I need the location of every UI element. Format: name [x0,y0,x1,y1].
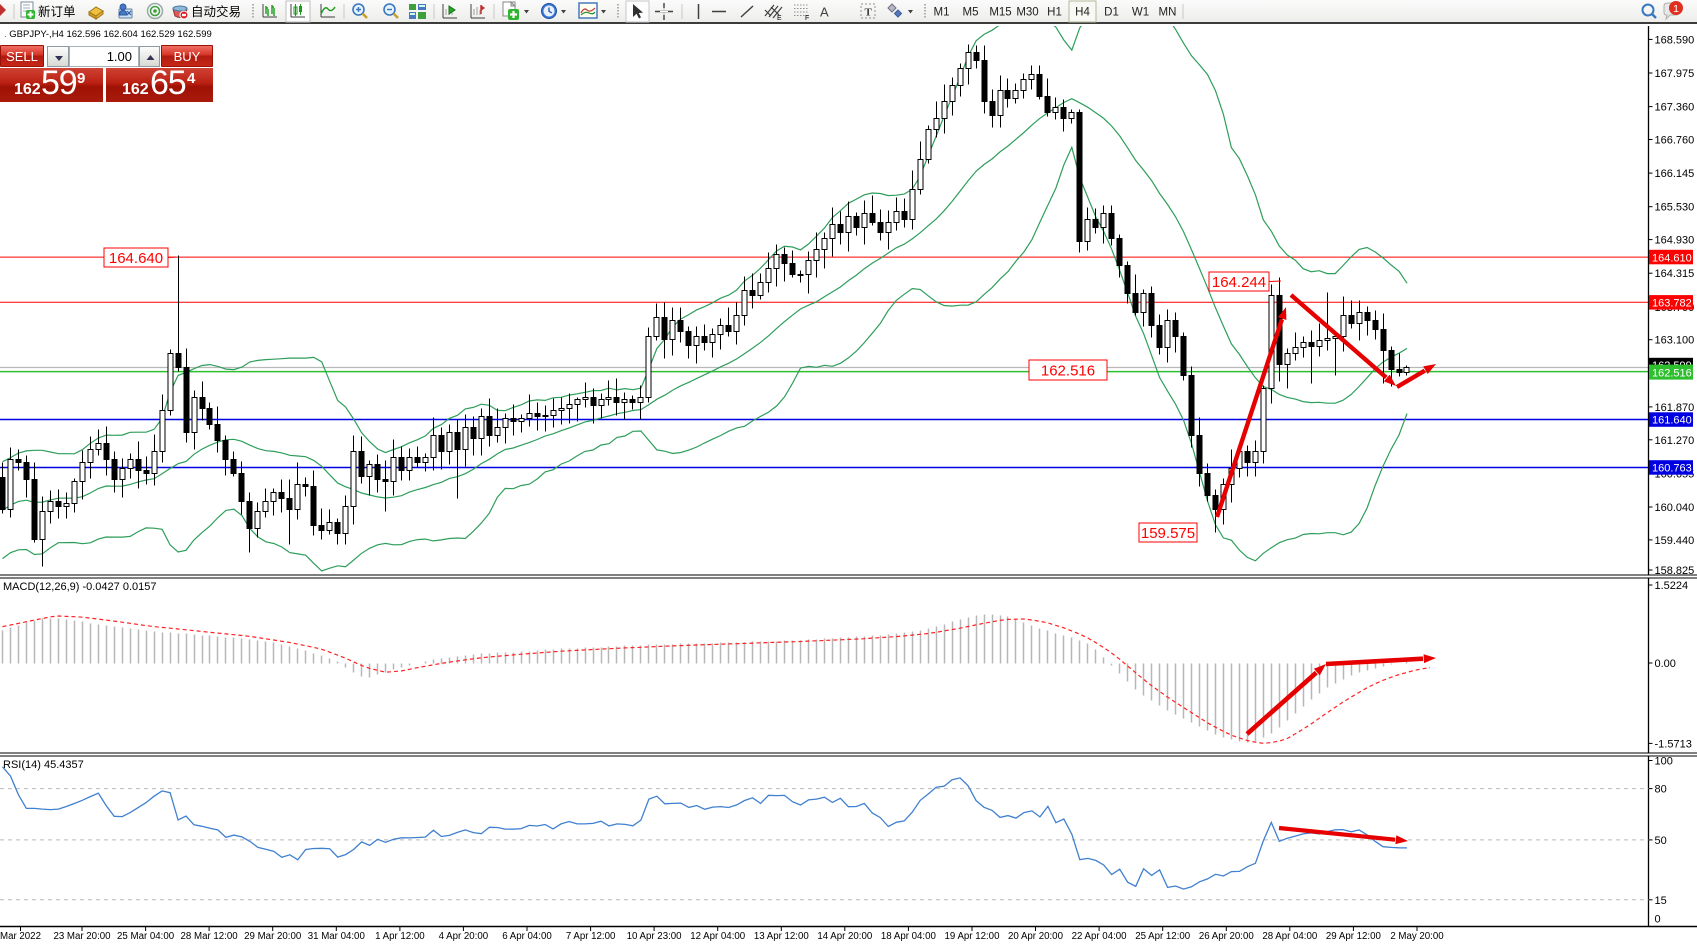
svg-text:159.440: 159.440 [1655,535,1695,547]
svg-text:100: 100 [1655,756,1673,768]
svg-text:164.640: 164.640 [109,250,163,267]
svg-text:-1.5713: -1.5713 [1655,738,1692,750]
svg-text:H1: H1 [1047,7,1062,19]
svg-text:160.763: 160.763 [1652,463,1692,475]
svg-text:164.610: 164.610 [1652,252,1692,264]
svg-text:14 Apr 20:00: 14 Apr 20:00 [817,931,873,942]
svg-text:23 Mar 20:00: 23 Mar 20:00 [53,931,111,942]
svg-text:D1: D1 [1104,7,1119,19]
svg-text:T: T [865,7,873,19]
svg-text:161.870: 161.870 [1655,402,1695,414]
svg-text:新订单: 新订单 [38,4,76,19]
svg-text:22 Apr 04:00: 22 Apr 04:00 [1072,931,1128,942]
svg-text:50: 50 [1655,835,1667,847]
svg-text:1.5224: 1.5224 [1655,580,1689,592]
svg-text:M15: M15 [989,7,1011,19]
svg-text:29 Apr 12:00: 29 Apr 12:00 [1326,931,1382,942]
svg-text:168.590: 168.590 [1655,34,1695,46]
svg-text:20 Apr 20:00: 20 Apr 20:00 [1008,931,1064,942]
svg-text:2 May 20:00: 2 May 20:00 [1390,931,1444,942]
svg-text:28 Mar 12:00: 28 Mar 12:00 [181,931,239,942]
svg-text:162.516: 162.516 [1652,367,1692,379]
svg-text:163.782: 163.782 [1652,298,1692,310]
svg-text:165.530: 165.530 [1655,202,1695,214]
svg-text:12 Apr 04:00: 12 Apr 04:00 [690,931,746,942]
svg-text:M5: M5 [963,7,979,19]
svg-text:6 Apr 04:00: 6 Apr 04:00 [502,931,552,942]
svg-text:167.975: 167.975 [1655,68,1695,80]
svg-text:80: 80 [1655,784,1667,796]
svg-text:1: 1 [1673,3,1679,15]
svg-text:28 Apr 04:00: 28 Apr 04:00 [1262,931,1318,942]
svg-text:161.640: 161.640 [1652,415,1692,427]
svg-text:M30: M30 [1016,7,1038,19]
svg-text:7 Apr 12:00: 7 Apr 12:00 [566,931,616,942]
svg-text:25 Apr 12:00: 25 Apr 12:00 [1135,931,1191,942]
svg-text:162.516: 162.516 [1041,363,1095,380]
svg-text:161.270: 161.270 [1655,435,1695,447]
svg-text:0.00: 0.00 [1655,658,1676,670]
svg-text:163.100: 163.100 [1655,335,1695,347]
svg-text:164.244: 164.244 [1212,274,1266,291]
svg-text:4 Apr 20:00: 4 Apr 20:00 [439,931,489,942]
svg-text:MN: MN [1159,7,1177,19]
svg-text:167.360: 167.360 [1655,102,1695,114]
svg-text:31 Mar 04:00: 31 Mar 04:00 [308,931,366,942]
svg-text:Mar 2022: Mar 2022 [0,931,41,942]
svg-text:26 Apr 20:00: 26 Apr 20:00 [1199,931,1255,942]
svg-text:1 Apr 12:00: 1 Apr 12:00 [375,931,425,942]
svg-text:A: A [820,5,829,20]
svg-text:159.575: 159.575 [1141,525,1195,542]
svg-text:H4: H4 [1075,7,1090,19]
svg-text:166.145: 166.145 [1655,168,1695,180]
svg-text:164.315: 164.315 [1655,268,1695,280]
svg-text:RSI(14) 45.4357: RSI(14) 45.4357 [3,759,84,771]
svg-text:MACD(12,26,9) -0.0427 0.0157: MACD(12,26,9) -0.0427 0.0157 [3,581,156,593]
svg-text:M1: M1 [934,7,950,19]
svg-text:10 Apr 23:00: 10 Apr 23:00 [627,931,683,942]
svg-text:E: E [777,15,782,22]
svg-text:F: F [805,15,809,22]
svg-text:166.760: 166.760 [1655,135,1695,147]
svg-text:18 Apr 04:00: 18 Apr 04:00 [881,931,937,942]
svg-text:19 Apr 12:00: 19 Apr 12:00 [945,931,1001,942]
svg-text:13 Apr 12:00: 13 Apr 12:00 [754,931,810,942]
svg-text:158.825: 158.825 [1655,565,1695,577]
svg-text:W1: W1 [1132,7,1149,19]
svg-text:. GBPJPY-,H4 162.596 162.604: . GBPJPY-,H4 162.596 162.604 162.529 162… [4,29,212,40]
svg-text:29 Mar 20:00: 29 Mar 20:00 [244,931,302,942]
svg-text:0: 0 [1655,914,1661,926]
svg-text:164.930: 164.930 [1655,235,1695,247]
svg-text:160.040: 160.040 [1655,502,1695,514]
svg-text:15: 15 [1655,895,1667,907]
svg-text:25 Mar 04:00: 25 Mar 04:00 [117,931,175,942]
svg-text:自动交易: 自动交易 [191,4,241,19]
